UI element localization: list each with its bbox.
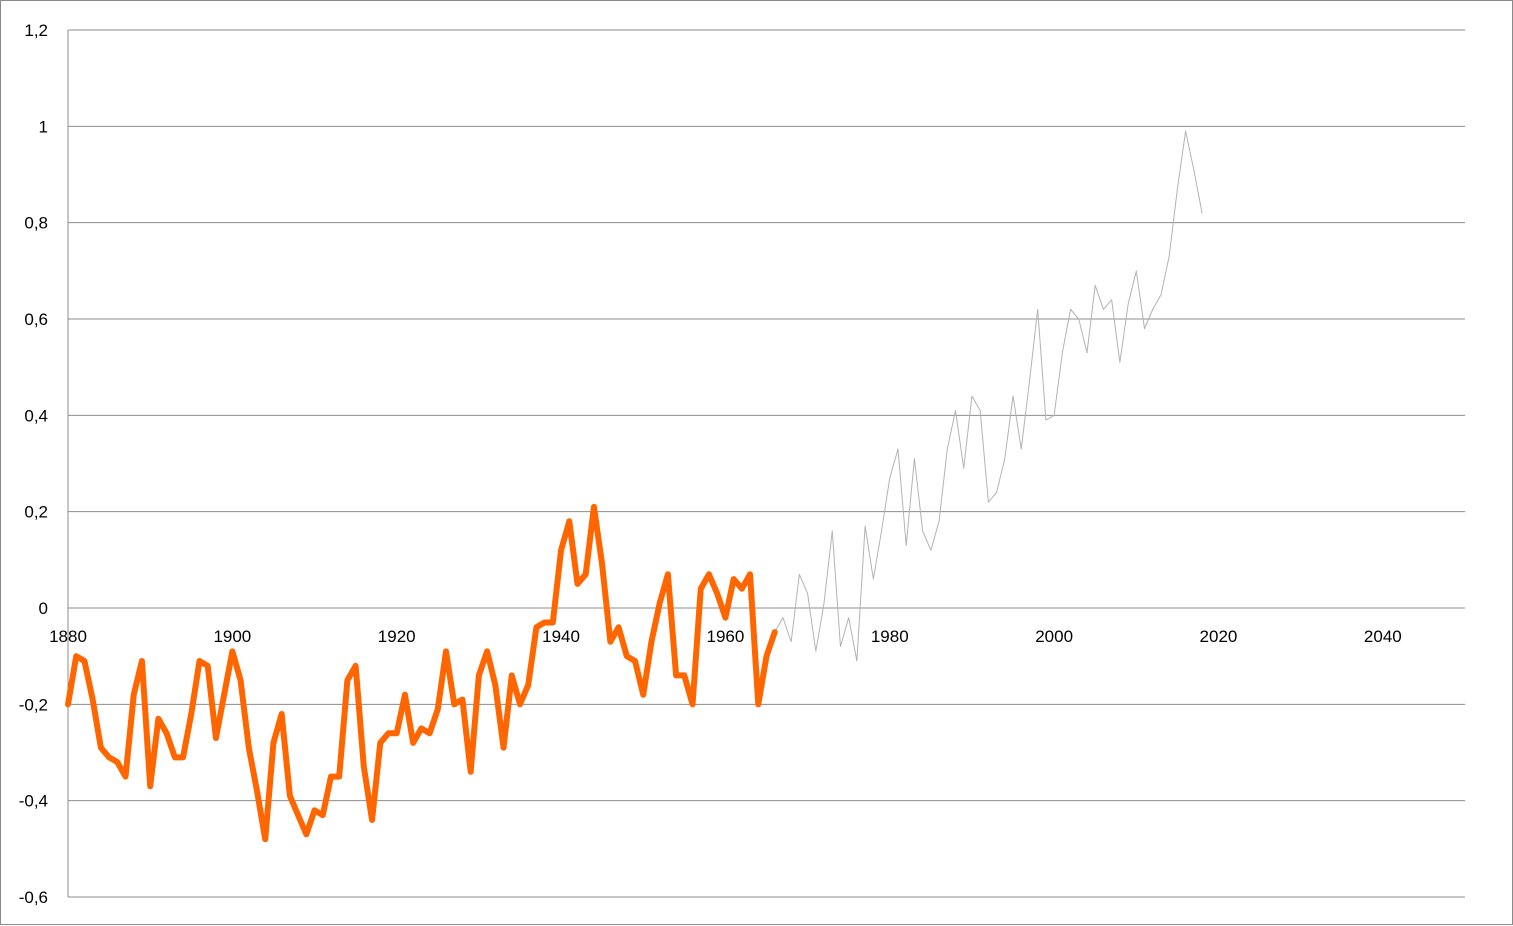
y-tick-label: 0 (39, 599, 48, 618)
y-tick-label: -0,2 (19, 695, 48, 714)
x-tick-label: 2000 (1035, 627, 1073, 646)
y-tick-label: 0,2 (24, 503, 48, 522)
x-tick-label: 1920 (378, 627, 416, 646)
x-tick-label: 1960 (706, 627, 744, 646)
y-tick-label: -0,4 (19, 792, 48, 811)
series-lines (65, 130, 1203, 843)
x-tick-label: 1940 (542, 627, 580, 646)
x-tick-label: 1980 (871, 627, 909, 646)
x-tick-label: 2040 (1364, 627, 1402, 646)
y-tick-labels: 1,2 1 0,8 0,6 0,4 0,2 0 -0,2 -0,4 -0,6 (19, 21, 48, 907)
y-tick-label: 0,6 (24, 310, 48, 329)
y-tick-label: 0,4 (24, 406, 48, 425)
x-tick-label: 1900 (213, 627, 251, 646)
y-tick-label: 1,2 (24, 21, 48, 40)
gridlines (68, 29, 1465, 898)
y-tick-label: 0,8 (24, 214, 48, 233)
y-tick-label: -0,6 (19, 888, 48, 907)
x-tick-label: 1880 (49, 627, 87, 646)
x-tick-label: 2020 (1200, 627, 1238, 646)
series-line-highlight (65, 503, 778, 843)
series-line-full (67, 130, 1203, 840)
x-tick-labels: 1880 1900 1920 1940 1960 1980 2000 2020 2040 (49, 627, 1402, 646)
y-tick-label: 1 (39, 117, 48, 136)
